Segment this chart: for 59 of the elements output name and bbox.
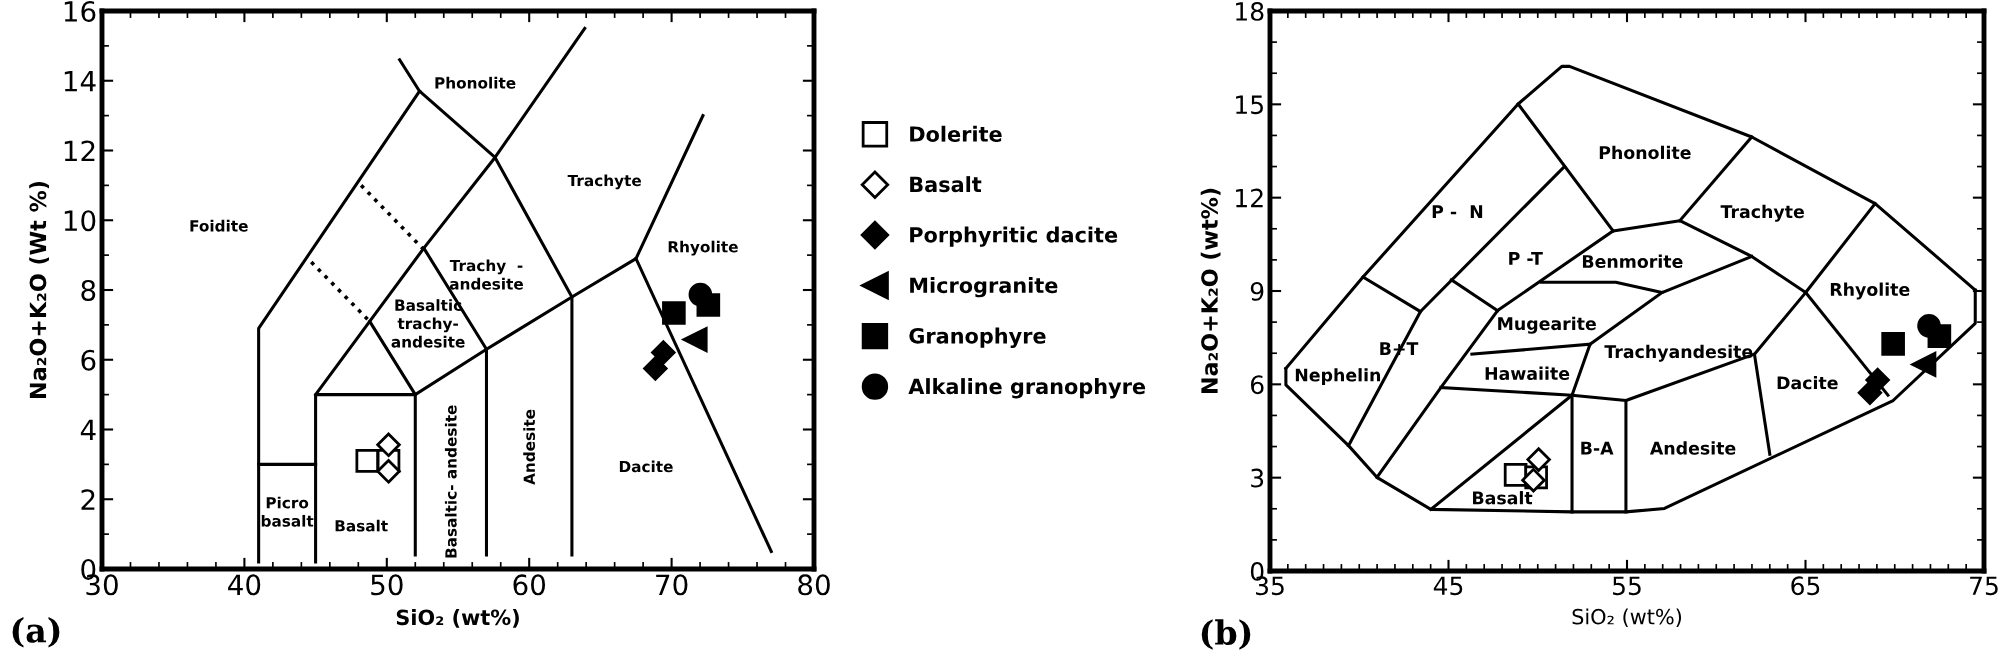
legend-label: Microgranite (910, 277, 1058, 298)
annotation: Phonolite (435, 76, 516, 89)
y-tick-label: 15 (1236, 95, 1263, 115)
annotation: Trachyte (1720, 204, 1804, 222)
y-axis-title: Na₂O+K₂O (Wt %) (29, 181, 49, 398)
y-tick-label: 12 (64, 140, 95, 162)
legend-label: Granophyre (909, 327, 1046, 348)
x-tick-label: 70 (656, 574, 688, 596)
annotation: Rhyolite (1830, 282, 1910, 300)
x-tick-label: 65 (1791, 576, 1820, 596)
x-tick-label: 75 (1970, 576, 1998, 596)
annotation: Picro basalt (261, 496, 314, 527)
annotation: Phonolite (1599, 145, 1691, 160)
annotation: Rhyolite (668, 240, 738, 256)
annotation: Basalt (1473, 491, 1533, 505)
y-tick-label: 9 (1250, 281, 1264, 301)
annotation: Trachy - andesite (449, 259, 523, 290)
x-tick-label: 80 (798, 574, 830, 596)
annotation: Mugearite (1498, 316, 1596, 334)
legend-label: Porphyritic dacite (910, 226, 1118, 247)
y-tick-label: 4 (80, 419, 96, 441)
legend-label: Basalt (910, 176, 982, 193)
y-tick-label: 16 (64, 0, 96, 22)
text: (b) (1201, 619, 1251, 650)
x-tick-label: 40 (228, 574, 261, 596)
annotation: P -T (1509, 252, 1543, 265)
legend-label: Dolerite (910, 125, 1002, 142)
annotation: Benmorite (1582, 254, 1683, 269)
y-tick-label: 2 (81, 489, 95, 510)
y-tick-label: 8 (81, 279, 96, 301)
x-tick-label: 50 (371, 574, 403, 596)
y-tick-label: 10 (64, 210, 96, 232)
y-tick-label: 18 (1236, 1, 1264, 21)
x-tick-label: 55 (1613, 576, 1641, 596)
y-tick-label: 6 (81, 349, 96, 371)
x-tick-label: 60 (513, 574, 546, 596)
annotation: Andesite (523, 409, 536, 485)
annotation: B-A (1581, 441, 1614, 455)
x-axis-title: SiO₂ (wt%) (1572, 608, 1682, 627)
annotation: Nephelin (1295, 368, 1381, 385)
y-tick-label: 3 (1251, 468, 1264, 488)
x-axis-title: SiO₂ (wt%) (396, 609, 519, 628)
y-tick-label: 12 (1236, 188, 1263, 208)
x-tick-label: 45 (1433, 576, 1463, 596)
annotation: Dacite (1777, 375, 1838, 390)
annotation: Basaltic- andesite (444, 405, 457, 558)
annotation: Dacite (619, 460, 673, 473)
annotation: Trachyandesite (1604, 344, 1753, 362)
y-axis-title: Na₂O+K₂O (wt%) (1200, 188, 1221, 394)
y-tick-label: 6 (1250, 375, 1264, 395)
annotation: Trachyte (567, 174, 641, 190)
annotation: Andesite (1649, 441, 1736, 455)
text: (a) (12, 617, 60, 648)
annotation: Basalt (335, 519, 388, 532)
annotation: P - N (1432, 205, 1483, 219)
legend-label: Alkaline granophyre (908, 378, 1146, 399)
annotation: Hawaiite (1485, 366, 1570, 381)
annotation: Foidite (190, 219, 248, 232)
y-tick-label: 14 (64, 71, 96, 92)
